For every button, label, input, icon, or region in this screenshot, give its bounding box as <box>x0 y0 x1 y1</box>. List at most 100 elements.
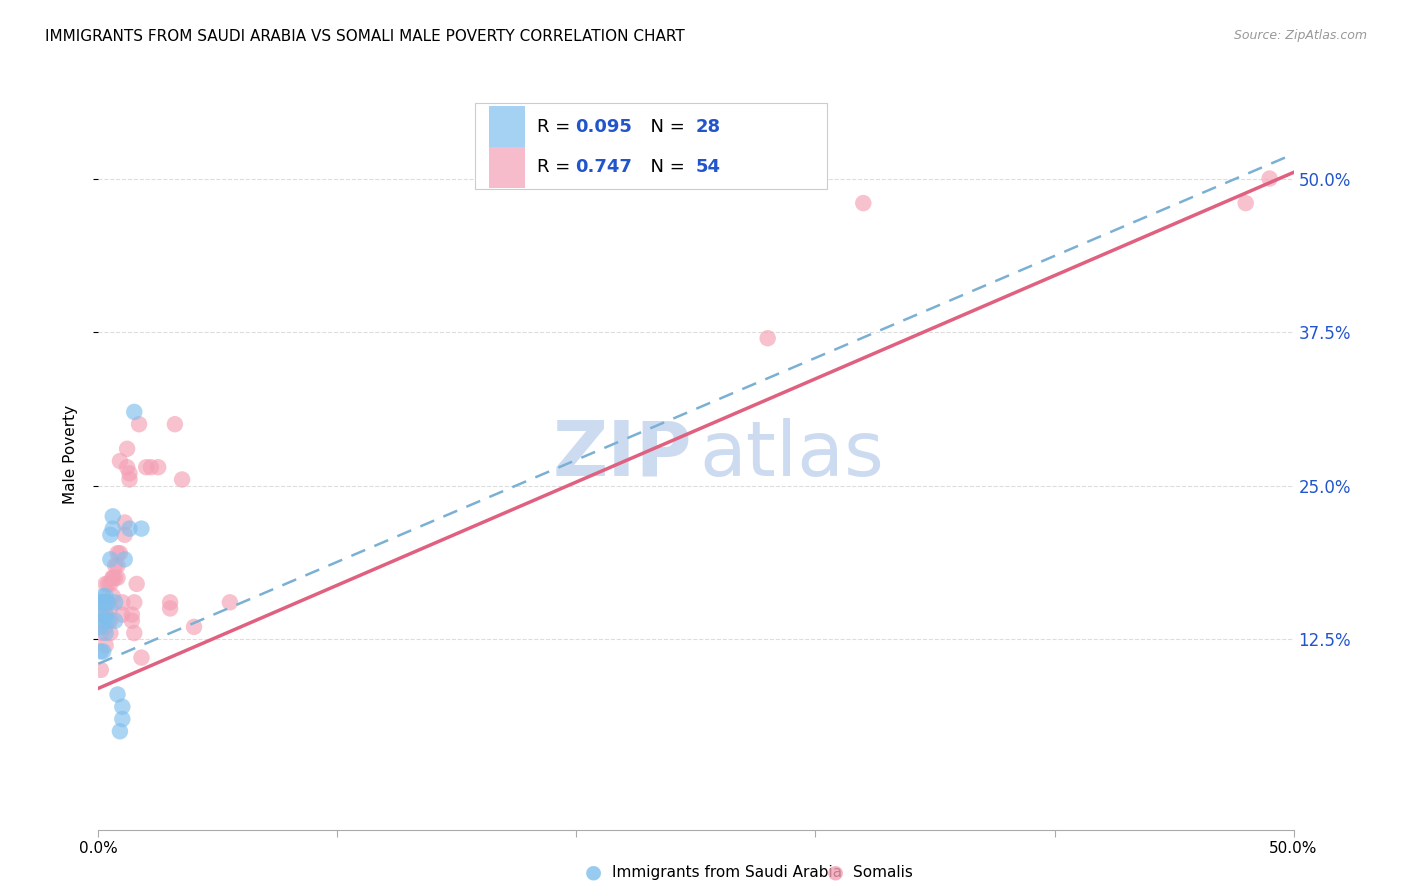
Point <box>97 614 120 628</box>
Point <box>115 460 138 475</box>
Point <box>97 595 120 609</box>
FancyBboxPatch shape <box>489 147 524 188</box>
Point <box>104 614 127 628</box>
Point <box>852 196 875 211</box>
Point <box>114 552 136 566</box>
Point <box>111 699 134 714</box>
Text: Immigrants from Saudi Arabia: Immigrants from Saudi Arabia <box>612 865 842 880</box>
Point <box>90 663 112 677</box>
Point <box>172 473 194 487</box>
Point <box>91 644 114 658</box>
Point <box>163 417 186 432</box>
Text: ●: ● <box>827 863 844 882</box>
Point <box>94 595 117 609</box>
Point <box>90 626 112 640</box>
Text: N =: N = <box>638 159 690 177</box>
Point <box>114 528 136 542</box>
Point <box>98 528 122 542</box>
Text: R =: R = <box>537 159 576 177</box>
Point <box>94 620 117 634</box>
Point <box>135 460 157 475</box>
Point <box>159 601 181 615</box>
Point <box>159 595 181 609</box>
Point <box>101 589 124 603</box>
Point <box>104 595 127 609</box>
Point <box>91 595 114 609</box>
Point <box>98 577 122 591</box>
Point <box>104 571 127 585</box>
Point <box>94 589 117 603</box>
Point <box>97 577 120 591</box>
Point <box>98 601 122 615</box>
Point <box>128 417 150 432</box>
Point <box>139 460 162 475</box>
Point <box>131 650 153 665</box>
Point <box>107 558 129 573</box>
Text: 0.747: 0.747 <box>575 159 633 177</box>
Point <box>94 626 117 640</box>
Point <box>108 546 131 560</box>
Point <box>125 577 148 591</box>
Text: 28: 28 <box>696 118 721 136</box>
Point <box>104 558 127 573</box>
Text: atlas: atlas <box>700 418 884 491</box>
Point <box>111 595 134 609</box>
Point <box>148 460 170 475</box>
Point <box>124 595 146 609</box>
Point <box>124 405 146 419</box>
Point <box>91 589 114 603</box>
Point <box>107 688 129 702</box>
Point <box>90 607 112 622</box>
Text: ●: ● <box>585 863 602 882</box>
Point <box>90 595 112 609</box>
Text: 0.095: 0.095 <box>575 118 633 136</box>
Point <box>90 620 112 634</box>
Text: ZIP: ZIP <box>553 418 692 491</box>
Point <box>756 331 779 345</box>
Point <box>91 614 114 628</box>
Point <box>118 473 141 487</box>
Y-axis label: Male Poverty: Male Poverty <box>63 405 77 505</box>
Text: Source: ZipAtlas.com: Source: ZipAtlas.com <box>1233 29 1367 42</box>
Text: 54: 54 <box>696 159 721 177</box>
Text: IMMIGRANTS FROM SAUDI ARABIA VS SOMALI MALE POVERTY CORRELATION CHART: IMMIGRANTS FROM SAUDI ARABIA VS SOMALI M… <box>45 29 685 44</box>
Point <box>98 552 122 566</box>
Point <box>97 595 120 609</box>
Point <box>111 712 134 726</box>
Point <box>115 442 138 456</box>
Point <box>101 571 124 585</box>
Point <box>94 595 117 609</box>
Point <box>124 626 146 640</box>
Point <box>107 571 129 585</box>
Point <box>101 522 124 536</box>
Point <box>94 577 117 591</box>
Point <box>183 620 205 634</box>
Point <box>121 607 143 622</box>
Point <box>108 454 131 468</box>
Point <box>90 644 112 658</box>
FancyBboxPatch shape <box>475 103 827 189</box>
Point <box>98 626 122 640</box>
Point <box>118 522 141 536</box>
Point <box>111 607 134 622</box>
Point <box>1258 171 1281 186</box>
Point <box>98 614 122 628</box>
Text: Somalis: Somalis <box>853 865 914 880</box>
Point <box>108 724 131 739</box>
Point <box>91 595 114 609</box>
Point <box>131 522 153 536</box>
Text: R =: R = <box>537 118 576 136</box>
Point <box>97 595 120 609</box>
Text: N =: N = <box>638 118 690 136</box>
FancyBboxPatch shape <box>489 106 524 147</box>
Point <box>91 607 114 622</box>
Point <box>101 509 124 524</box>
Point <box>219 595 242 609</box>
Point <box>94 607 117 622</box>
Point <box>1234 196 1257 211</box>
Point <box>101 571 124 585</box>
Point <box>107 546 129 560</box>
Point <box>114 516 136 530</box>
Point <box>121 614 143 628</box>
Point <box>118 467 141 481</box>
